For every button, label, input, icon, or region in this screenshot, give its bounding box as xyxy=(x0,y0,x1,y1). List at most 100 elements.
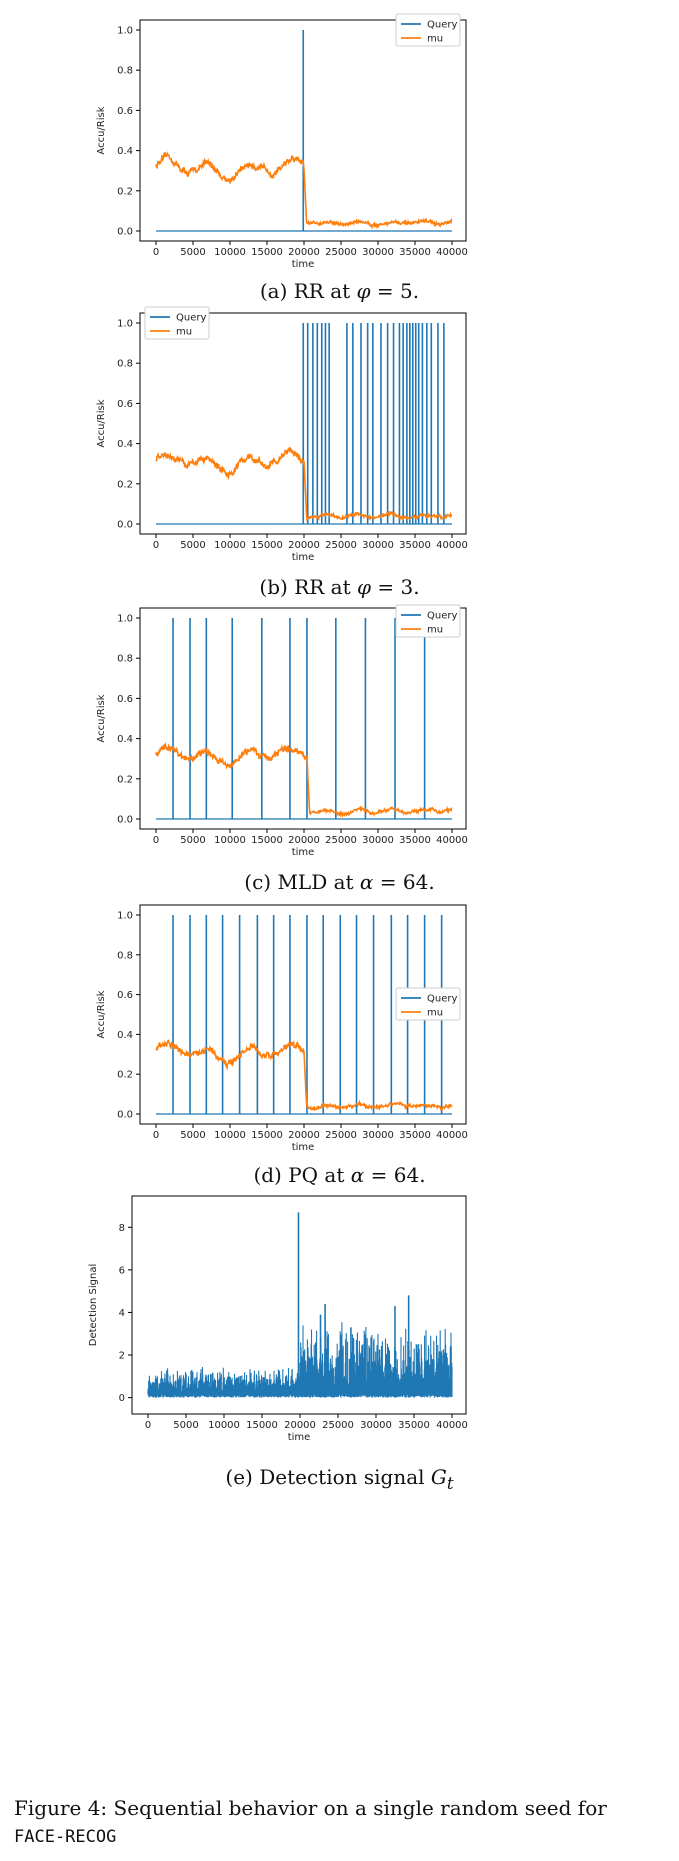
caption-e-symbol: G xyxy=(430,1465,447,1489)
x-tick-label: 30000 xyxy=(362,835,394,846)
x-tick-label: 10000 xyxy=(214,835,246,846)
caption-a-symbol: φ xyxy=(356,279,371,303)
x-tick-label: 30000 xyxy=(362,540,394,551)
plot-frame xyxy=(139,312,467,535)
figure-caption-dataset: FACE-RECOG xyxy=(14,1827,117,1847)
x-tick-label: 20000 xyxy=(288,835,320,846)
legend-label-mu: mu xyxy=(427,34,443,45)
y-tick-label: 1.0 xyxy=(117,911,133,922)
y-tick-label: 4 xyxy=(119,1308,125,1319)
caption-b-symbol: φ xyxy=(356,575,371,599)
x-tick-label: 40000 xyxy=(436,540,468,551)
x-tick-label: 5000 xyxy=(173,1420,198,1431)
x-tick-label: 20000 xyxy=(288,540,320,551)
x-tick-label: 40000 xyxy=(436,1130,468,1141)
x-tick-label: 15000 xyxy=(246,1420,278,1431)
y-axis-label: Accu/Risk xyxy=(96,990,107,1038)
y-tick-label: 0.2 xyxy=(117,479,133,490)
x-tick-label: 5000 xyxy=(180,835,205,846)
y-tick-label: 0.8 xyxy=(117,66,133,77)
y-tick-label: 0.8 xyxy=(117,654,133,665)
y-axis-label: Detection Signal xyxy=(88,1264,99,1346)
caption-e: (e) Detection signal Gt xyxy=(0,1465,679,1493)
x-tick-label: 0 xyxy=(145,1420,151,1431)
x-tick-label: 30000 xyxy=(362,1130,394,1141)
x-tick-label: 10000 xyxy=(214,540,246,551)
y-tick-label: 0.6 xyxy=(117,399,133,410)
x-tick-label: 15000 xyxy=(251,1130,283,1141)
x-tick-label: 40000 xyxy=(436,1420,468,1431)
x-tick-label: 5000 xyxy=(180,247,205,258)
y-tick-label: 0.4 xyxy=(117,146,133,157)
caption-c-suffix: = 64. xyxy=(373,870,435,894)
caption-b-prefix: (b) RR at xyxy=(259,575,357,599)
x-tick-label: 10000 xyxy=(208,1420,240,1431)
chart-b: 0 5000 10000 15000 20000 25000 30000 35000 40000… xyxy=(96,306,468,563)
caption-d-symbol: α xyxy=(350,1163,365,1187)
y-tick-label: 0.8 xyxy=(117,359,133,370)
y-tick-label: 0.0 xyxy=(117,815,133,826)
x-axis-label: time xyxy=(292,1142,315,1153)
legend-label-mu: mu xyxy=(427,625,443,636)
x-tick-label: 20000 xyxy=(284,1420,316,1431)
x-tick-label: 20000 xyxy=(288,1130,320,1141)
x-tick-label: 5000 xyxy=(180,1130,205,1141)
caption-a-suffix: = 5. xyxy=(370,279,420,303)
y-tick-label: 1.0 xyxy=(117,26,133,37)
x-tick-label: 35000 xyxy=(399,540,431,551)
x-tick-label: 25000 xyxy=(322,1420,354,1431)
x-tick-label: 20000 xyxy=(288,247,320,258)
panel-e: 0 5000 10000 15000 20000 25000 30000 35000 40000… xyxy=(0,1186,679,1456)
x-tick-label: 25000 xyxy=(325,835,357,846)
caption-a-prefix: (a) RR at xyxy=(259,279,357,303)
legend-label-query: Query xyxy=(427,611,457,622)
x-tick-label: 25000 xyxy=(325,1130,357,1141)
caption-c-prefix: (c) MLD at xyxy=(244,870,360,894)
panel-a: 0 5000 10000 15000 20000 25000 30000 35000 40000… xyxy=(0,8,679,278)
x-axis-label: time xyxy=(288,1432,311,1443)
x-axis-label: time xyxy=(292,552,315,563)
caption-b-suffix: = 3. xyxy=(371,575,420,599)
y-tick-label: 6 xyxy=(119,1265,125,1276)
y-tick-label: 1.0 xyxy=(117,614,133,625)
y-tick-label: 2 xyxy=(119,1351,125,1362)
y-tick-label: 0.8 xyxy=(117,950,133,961)
chart-c: 0 5000 10000 15000 20000 25000 30000 35000 40000… xyxy=(96,604,468,858)
legend: Query mu xyxy=(395,604,461,638)
legend-label-query: Query xyxy=(427,994,457,1005)
x-tick-label: 0 xyxy=(153,540,159,551)
x-tick-label: 35000 xyxy=(399,247,431,258)
legend: Query mu xyxy=(395,987,461,1021)
x-tick-label: 25000 xyxy=(325,540,357,551)
caption-c-symbol: α xyxy=(359,870,374,894)
legend-label-query: Query xyxy=(176,313,206,324)
plot-frame xyxy=(139,19,467,242)
caption-d-prefix: (d) PQ at xyxy=(253,1163,351,1187)
y-axis-label: Accu/Risk xyxy=(96,106,107,154)
y-tick-label: 0.0 xyxy=(117,227,133,238)
plot-frame xyxy=(139,607,467,830)
panel-b: 0 5000 10000 15000 20000 25000 30000 35000 40000… xyxy=(0,304,679,574)
x-tick-label: 15000 xyxy=(251,247,283,258)
x-tick-label: 0 xyxy=(153,835,159,846)
y-tick-label: 0 xyxy=(119,1393,125,1404)
legend-label-mu: mu xyxy=(176,327,192,338)
y-tick-label: 8 xyxy=(119,1223,125,1234)
y-tick-label: 0.6 xyxy=(117,694,133,705)
chart-d: 0 5000 10000 15000 20000 25000 30000 35000 40000… xyxy=(96,904,468,1153)
x-tick-label: 35000 xyxy=(399,1130,431,1141)
chart-a: 0 5000 10000 15000 20000 25000 30000 35000 40000… xyxy=(96,13,468,270)
chart-e: 0 5000 10000 15000 20000 25000 30000 35000 40000… xyxy=(88,1195,468,1443)
detection-signal-series xyxy=(147,1322,453,1398)
plot-frame xyxy=(139,904,467,1125)
x-tick-label: 10000 xyxy=(214,247,246,258)
mu-series-line xyxy=(155,741,453,818)
caption-a: (a) RR at φ = 5. xyxy=(0,279,679,303)
x-axis-label: time xyxy=(292,259,315,270)
legend: Query mu xyxy=(144,306,210,340)
legend-label-mu: mu xyxy=(427,1008,443,1019)
x-tick-label: 25000 xyxy=(325,247,357,258)
figure-caption-text: Figure 4: Sequential behavior on a singl… xyxy=(14,1796,607,1820)
x-tick-label: 15000 xyxy=(251,540,283,551)
plot-frame xyxy=(131,1195,467,1415)
